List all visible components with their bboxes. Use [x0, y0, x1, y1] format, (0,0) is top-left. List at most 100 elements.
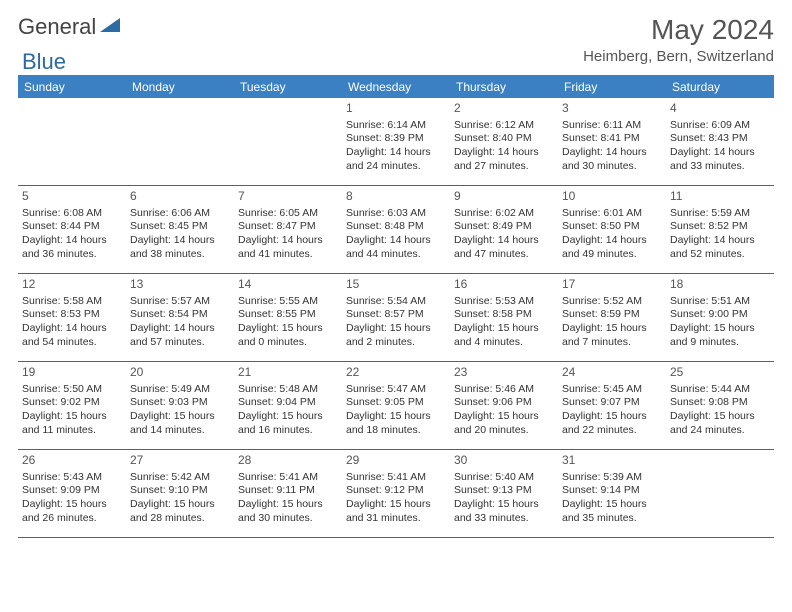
sunset-line: Sunset: 9:00 PM — [670, 308, 770, 322]
empty-cell — [666, 450, 774, 538]
sunrise-line: Sunrise: 5:47 AM — [346, 383, 446, 397]
day-number: 12 — [22, 277, 122, 293]
sunset-line: Sunset: 8:44 PM — [22, 220, 122, 234]
day-number: 4 — [670, 101, 770, 117]
day-number: 30 — [454, 453, 554, 469]
sunset-line: Sunset: 9:04 PM — [238, 396, 338, 410]
sunset-line: Sunset: 8:52 PM — [670, 220, 770, 234]
day-cell: 29Sunrise: 5:41 AMSunset: 9:12 PMDayligh… — [342, 450, 450, 538]
day-number: 16 — [454, 277, 554, 293]
daylight-line: Daylight: 14 hours and 33 minutes. — [670, 146, 770, 173]
day-number: 27 — [130, 453, 230, 469]
sunrise-line: Sunrise: 5:43 AM — [22, 471, 122, 485]
sunrise-line: Sunrise: 5:50 AM — [22, 383, 122, 397]
daylight-line: Daylight: 15 hours and 14 minutes. — [130, 410, 230, 437]
sunrise-line: Sunrise: 5:54 AM — [346, 295, 446, 309]
weekday-header: Wednesday — [342, 76, 450, 98]
sunrise-line: Sunrise: 5:46 AM — [454, 383, 554, 397]
day-number: 23 — [454, 365, 554, 381]
day-cell: 10Sunrise: 6:01 AMSunset: 8:50 PMDayligh… — [558, 186, 666, 274]
sunset-line: Sunset: 9:14 PM — [562, 484, 662, 498]
weekday-header: Tuesday — [234, 76, 342, 98]
daylight-line: Daylight: 14 hours and 38 minutes. — [130, 234, 230, 261]
sunset-line: Sunset: 8:45 PM — [130, 220, 230, 234]
day-number: 26 — [22, 453, 122, 469]
logo-text-general: General — [18, 14, 96, 40]
daylight-line: Daylight: 15 hours and 26 minutes. — [22, 498, 122, 525]
daylight-line: Daylight: 15 hours and 28 minutes. — [130, 498, 230, 525]
sunrise-line: Sunrise: 5:59 AM — [670, 207, 770, 221]
day-cell: 20Sunrise: 5:49 AMSunset: 9:03 PMDayligh… — [126, 362, 234, 450]
sunset-line: Sunset: 9:10 PM — [130, 484, 230, 498]
sunrise-line: Sunrise: 5:53 AM — [454, 295, 554, 309]
day-number: 13 — [130, 277, 230, 293]
day-cell: 16Sunrise: 5:53 AMSunset: 8:58 PMDayligh… — [450, 274, 558, 362]
day-cell: 17Sunrise: 5:52 AMSunset: 8:59 PMDayligh… — [558, 274, 666, 362]
day-cell: 18 Sunrise: 5:51 AMSunset: 9:00 PMDayligh… — [666, 274, 774, 362]
daylight-line: Daylight: 14 hours and 47 minutes. — [454, 234, 554, 261]
sunrise-line: Sunrise: 5:52 AM — [562, 295, 662, 309]
sunset-line: Sunset: 8:55 PM — [238, 308, 338, 322]
weekday-header: Sunday — [18, 76, 126, 98]
daylight-line: Daylight: 15 hours and 7 minutes. — [562, 322, 662, 349]
sunrise-line: Sunrise: 5:42 AM — [130, 471, 230, 485]
daylight-line: Daylight: 15 hours and 30 minutes. — [238, 498, 338, 525]
day-number: 31 — [562, 453, 662, 469]
sunrise-line: Sunrise: 6:14 AM — [346, 119, 446, 133]
day-cell: 19Sunrise: 5:50 AMSunset: 9:02 PMDayligh… — [18, 362, 126, 450]
daylight-line: Daylight: 15 hours and 33 minutes. — [454, 498, 554, 525]
logo: General — [18, 14, 126, 40]
daylight-line: Daylight: 15 hours and 16 minutes. — [238, 410, 338, 437]
sunrise-line: Sunrise: 5:39 AM — [562, 471, 662, 485]
day-cell: 25Sunrise: 5:44 AMSunset: 9:08 PMDayligh… — [666, 362, 774, 450]
sunrise-line: Sunrise: 6:05 AM — [238, 207, 338, 221]
day-number: 15 — [346, 277, 446, 293]
sunrise-line: Sunrise: 6:06 AM — [130, 207, 230, 221]
daylight-line: Daylight: 15 hours and 11 minutes. — [22, 410, 122, 437]
day-number: 25 — [670, 365, 770, 381]
day-cell: 13Sunrise: 5:57 AMSunset: 8:54 PMDayligh… — [126, 274, 234, 362]
sunrise-line: Sunrise: 5:45 AM — [562, 383, 662, 397]
sunrise-line: Sunrise: 6:11 AM — [562, 119, 662, 133]
daylight-line: Daylight: 14 hours and 36 minutes. — [22, 234, 122, 261]
daylight-line: Daylight: 14 hours and 52 minutes. — [670, 234, 770, 261]
daylight-line: Daylight: 14 hours and 30 minutes. — [562, 146, 662, 173]
sunset-line: Sunset: 9:09 PM — [22, 484, 122, 498]
daylight-line: Daylight: 15 hours and 35 minutes. — [562, 498, 662, 525]
sunset-line: Sunset: 9:07 PM — [562, 396, 662, 410]
sunset-line: Sunset: 8:41 PM — [562, 132, 662, 146]
day-number: 1 — [346, 101, 446, 117]
day-cell: 27 Sunrise: 5:42 AMSunset: 9:10 PMDayligh… — [126, 450, 234, 538]
empty-cell — [234, 98, 342, 186]
day-number: 22 — [346, 365, 446, 381]
day-cell: 1Sunrise: 6:14 AMSunset: 8:39 PMDaylight… — [342, 98, 450, 186]
sunrise-line: Sunrise: 5:55 AM — [238, 295, 338, 309]
sunset-line: Sunset: 8:59 PM — [562, 308, 662, 322]
sunset-line: Sunset: 8:50 PM — [562, 220, 662, 234]
daylight-line: Daylight: 15 hours and 9 minutes. — [670, 322, 770, 349]
sunrise-line: Sunrise: 5:51 AM — [670, 295, 770, 309]
sunset-line: Sunset: 8:49 PM — [454, 220, 554, 234]
sunrise-line: Sunrise: 5:40 AM — [454, 471, 554, 485]
day-number: 9 — [454, 189, 554, 205]
sunset-line: Sunset: 8:47 PM — [238, 220, 338, 234]
day-cell: 14Sunrise: 5:55 AMSunset: 8:55 PMDayligh… — [234, 274, 342, 362]
day-number: 18 — [670, 277, 770, 293]
daylight-line: Daylight: 15 hours and 20 minutes. — [454, 410, 554, 437]
day-cell: 31 Sunrise: 5:39 AMSunset: 9:14 PMDayligh… — [558, 450, 666, 538]
sunrise-line: Sunrise: 5:49 AM — [130, 383, 230, 397]
sunrise-line: Sunrise: 6:09 AM — [670, 119, 770, 133]
sunset-line: Sunset: 8:48 PM — [346, 220, 446, 234]
sunrise-line: Sunrise: 6:08 AM — [22, 207, 122, 221]
day-cell: 28Sunrise: 5:41 AMSunset: 9:11 PMDayligh… — [234, 450, 342, 538]
sunset-line: Sunset: 9:11 PM — [238, 484, 338, 498]
day-cell: 9Sunrise: 6:02 AMSunset: 8:49 PMDaylight… — [450, 186, 558, 274]
day-cell: 7Sunrise: 6:05 AMSunset: 8:47 PMDaylight… — [234, 186, 342, 274]
sunset-line: Sunset: 9:08 PM — [670, 396, 770, 410]
day-number: 5 — [22, 189, 122, 205]
sunset-line: Sunset: 8:43 PM — [670, 132, 770, 146]
daylight-line: Daylight: 15 hours and 31 minutes. — [346, 498, 446, 525]
day-number: 2 — [454, 101, 554, 117]
day-cell: 12Sunrise: 5:58 AMSunset: 8:53 PMDayligh… — [18, 274, 126, 362]
weekday-header: Saturday — [666, 76, 774, 98]
